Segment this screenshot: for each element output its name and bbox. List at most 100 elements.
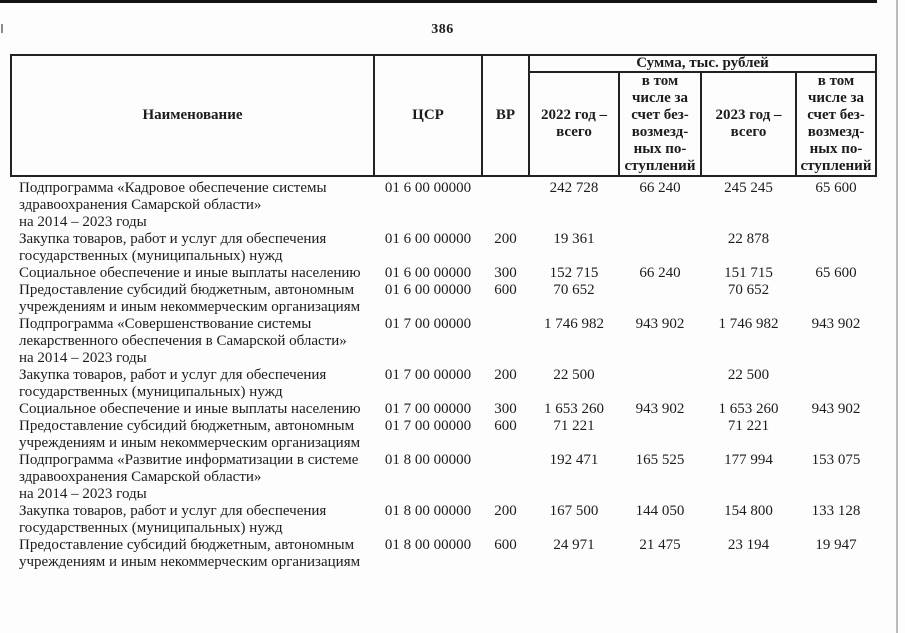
budget-table: Наименование ЦСР ВР Сумма, тыс. рублей 2… [10, 54, 877, 571]
table-header: Наименование ЦСР ВР Сумма, тыс. рублей 2… [10, 54, 877, 177]
row-2023-total: 1 746 982 [718, 316, 779, 332]
table-row: Предоставление субсидий бюджетным, автон… [11, 282, 876, 316]
header-sub-row: 2022 год – всего в том числе за счет без… [11, 71, 877, 177]
row-name: Подпрограмма «Развитие информатизации в … [19, 452, 359, 502]
row-csr: 01 8 00 00000 [384, 452, 472, 468]
row-csr: 01 8 00 00000 [384, 537, 472, 553]
row-2023-total: 245 245 [724, 180, 773, 196]
row-2022-grants: 144 050 [635, 503, 685, 519]
col-header-name: Наименование [10, 54, 375, 177]
row-2022-grants [619, 418, 701, 452]
row-2022-total: 152 715 [549, 265, 599, 281]
row-2022-total: 1 746 982 [544, 316, 604, 332]
row-2023-total: 177 994 [724, 452, 773, 468]
row-2023-grants: 133 128 [811, 503, 861, 519]
header-group-row: Наименование ЦСР ВР Сумма, тыс. рублей [10, 54, 877, 177]
row-vr: 200 [494, 503, 517, 519]
row-2023-total: 151 715 [724, 265, 773, 281]
table-row: Предоставление субсидий бюджетным, автон… [11, 537, 876, 571]
row-vr [482, 176, 529, 231]
row-vr [482, 316, 529, 367]
col-header-2022-grants: в том числе за счет без- возмезд- ных по… [618, 71, 702, 177]
row-vr: 300 [494, 265, 517, 281]
row-csr: 01 7 00 00000 [384, 367, 472, 383]
table-row: Социальное обеспечение и иные выплаты на… [11, 265, 876, 282]
row-2022-grants [619, 231, 701, 265]
row-name: Предоставление субсидий бюджетным, автон… [19, 282, 361, 315]
row-name: Предоставление субсидий бюджетным, автон… [19, 537, 361, 570]
row-csr: 01 6 00 00000 [384, 265, 472, 281]
page-number: 386 [431, 22, 454, 37]
row-csr: 01 7 00 00000 [384, 316, 472, 332]
scan-artifact-right-edge [896, 0, 898, 633]
row-2022-grants: 66 240 [639, 180, 681, 196]
table-row: Предоставление субсидий бюджетным, автон… [11, 418, 876, 452]
row-2022-grants: 943 902 [635, 316, 685, 332]
row-2023-grants [796, 282, 876, 316]
row-2022-grants: 165 525 [635, 452, 685, 468]
row-2023-grants: 153 075 [811, 452, 861, 468]
row-2022-total: 242 728 [549, 180, 599, 196]
row-2022-total: 24 971 [553, 537, 595, 553]
row-2023-total: 23 194 [727, 537, 770, 553]
row-2022-total: 192 471 [549, 452, 599, 468]
scan-artifact-top-line [0, 0, 877, 3]
row-2022-total: 22 500 [553, 367, 595, 383]
row-name: Предоставление субсидий бюджетным, автон… [19, 418, 361, 451]
table-row: Закупка товаров, работ и услуг для обесп… [11, 503, 876, 537]
row-2022-grants [619, 282, 701, 316]
row-2023-grants [796, 231, 876, 265]
col-header-2023-total: 2023 год – всего [700, 71, 797, 177]
row-2022-total: 19 361 [553, 231, 595, 247]
row-csr: 01 6 00 00000 [384, 282, 472, 298]
row-2022-grants: 21 475 [639, 537, 681, 553]
row-vr: 200 [494, 367, 517, 383]
row-2022-grants: 943 902 [635, 401, 685, 417]
col-header-sum-group: Сумма, тыс. рублей [528, 54, 877, 73]
row-vr [482, 452, 529, 503]
table-row: Социальное обеспечение и иные выплаты на… [11, 401, 876, 418]
row-2023-grants: 943 902 [811, 316, 861, 332]
table-row: Подпрограмма «Совершенствование системы … [11, 316, 876, 367]
row-csr: 01 7 00 00000 [384, 418, 472, 434]
row-2022-total: 71 221 [553, 418, 595, 434]
row-name: Закупка товаров, работ и услуг для обесп… [19, 367, 327, 400]
row-2022-total: 70 652 [553, 282, 595, 298]
table-body: Подпрограмма «Кадровое обеспечение систе… [11, 176, 876, 571]
row-name: Закупка товаров, работ и услуг для обесп… [19, 503, 327, 536]
row-vr: 600 [494, 282, 517, 298]
row-2023-grants: 65 600 [815, 180, 857, 196]
row-name: Социальное обеспечение и иные выплаты на… [19, 265, 361, 281]
row-2023-grants: 65 600 [815, 265, 857, 281]
row-csr: 01 6 00 00000 [384, 180, 472, 196]
row-2023-total: 22 500 [727, 367, 770, 383]
row-csr: 01 8 00 00000 [384, 503, 472, 519]
row-2023-total: 71 221 [727, 418, 770, 434]
row-2022-total: 167 500 [549, 503, 599, 519]
table-row: Подпрограмма «Кадровое обеспечение систе… [11, 176, 876, 231]
row-vr: 600 [494, 537, 517, 553]
row-2023-grants: 943 902 [811, 401, 861, 417]
table-row: Закупка товаров, работ и услуг для обесп… [11, 367, 876, 401]
row-2023-total: 70 652 [727, 282, 770, 298]
col-header-vr: ВР [481, 54, 530, 177]
col-header-2022-total: 2022 год – всего [528, 71, 620, 177]
table-row: Подпрограмма «Развитие информатизации в … [11, 452, 876, 503]
row-name: Социальное обеспечение и иные выплаты на… [19, 401, 361, 417]
scan-artifact-left-tick [1, 24, 3, 33]
row-name: Подпрограмма «Кадровое обеспечение систе… [19, 180, 327, 230]
row-csr: 01 7 00 00000 [384, 401, 472, 417]
row-2022-total: 1 653 260 [544, 401, 604, 417]
row-vr: 600 [494, 418, 517, 434]
col-header-csr: ЦСР [373, 54, 483, 177]
row-vr: 200 [494, 231, 517, 247]
row-name: Закупка товаров, работ и услуг для обесп… [19, 231, 327, 264]
row-2023-total: 1 653 260 [718, 401, 779, 417]
row-2022-grants: 66 240 [639, 265, 681, 281]
row-2023-grants [796, 418, 876, 452]
row-csr: 01 6 00 00000 [384, 231, 472, 247]
row-2023-grants [796, 367, 876, 401]
row-2023-total: 154 800 [724, 503, 773, 519]
row-2023-total: 22 878 [727, 231, 770, 247]
